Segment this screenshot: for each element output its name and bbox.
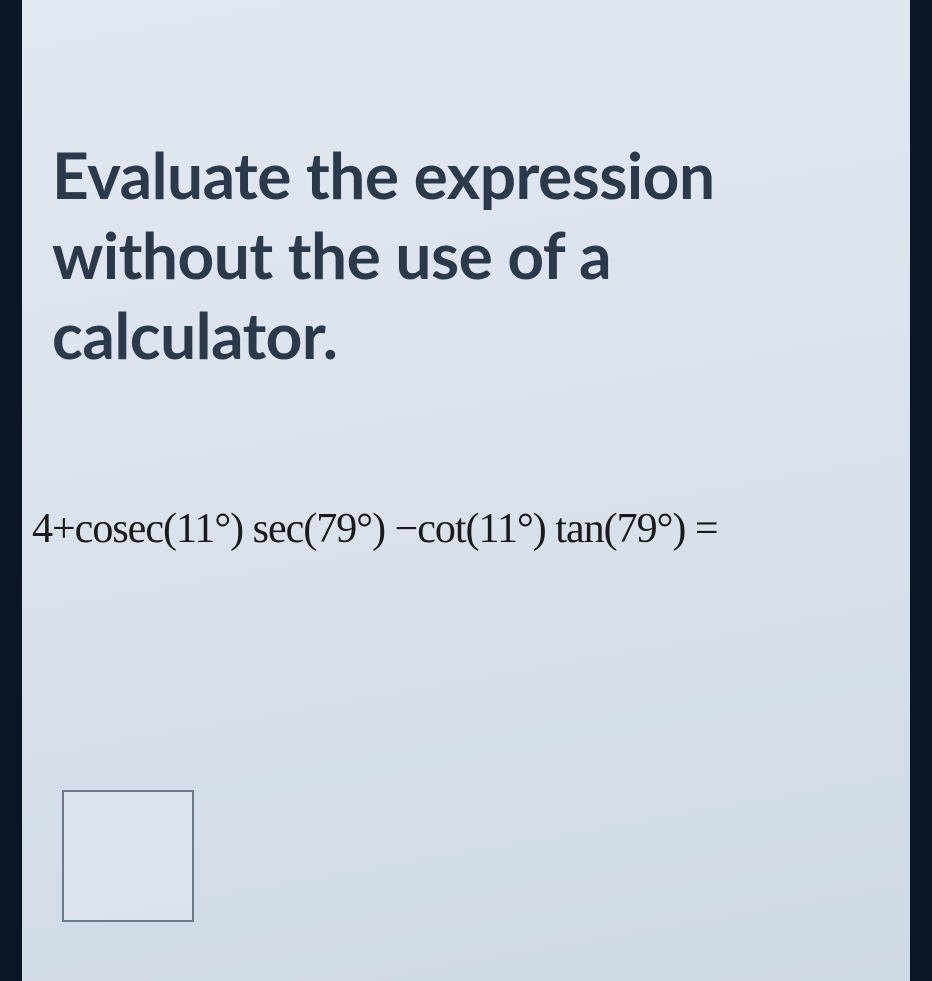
device-frame: Evaluate the expression without the use … (0, 0, 932, 981)
math-expression: 4+cosec(11°) sec(79°) −cot(11°) tan(79°)… (32, 505, 880, 553)
question-page: Evaluate the expression without the use … (22, 0, 910, 981)
question-prompt: Evaluate the expression without the use … (52, 135, 880, 375)
prompt-line-2: without the use of a (52, 215, 880, 295)
prompt-line-3: calculator. (52, 295, 880, 375)
prompt-line-1: Evaluate the expression (52, 135, 880, 215)
answer-input-box[interactable] (62, 790, 194, 922)
